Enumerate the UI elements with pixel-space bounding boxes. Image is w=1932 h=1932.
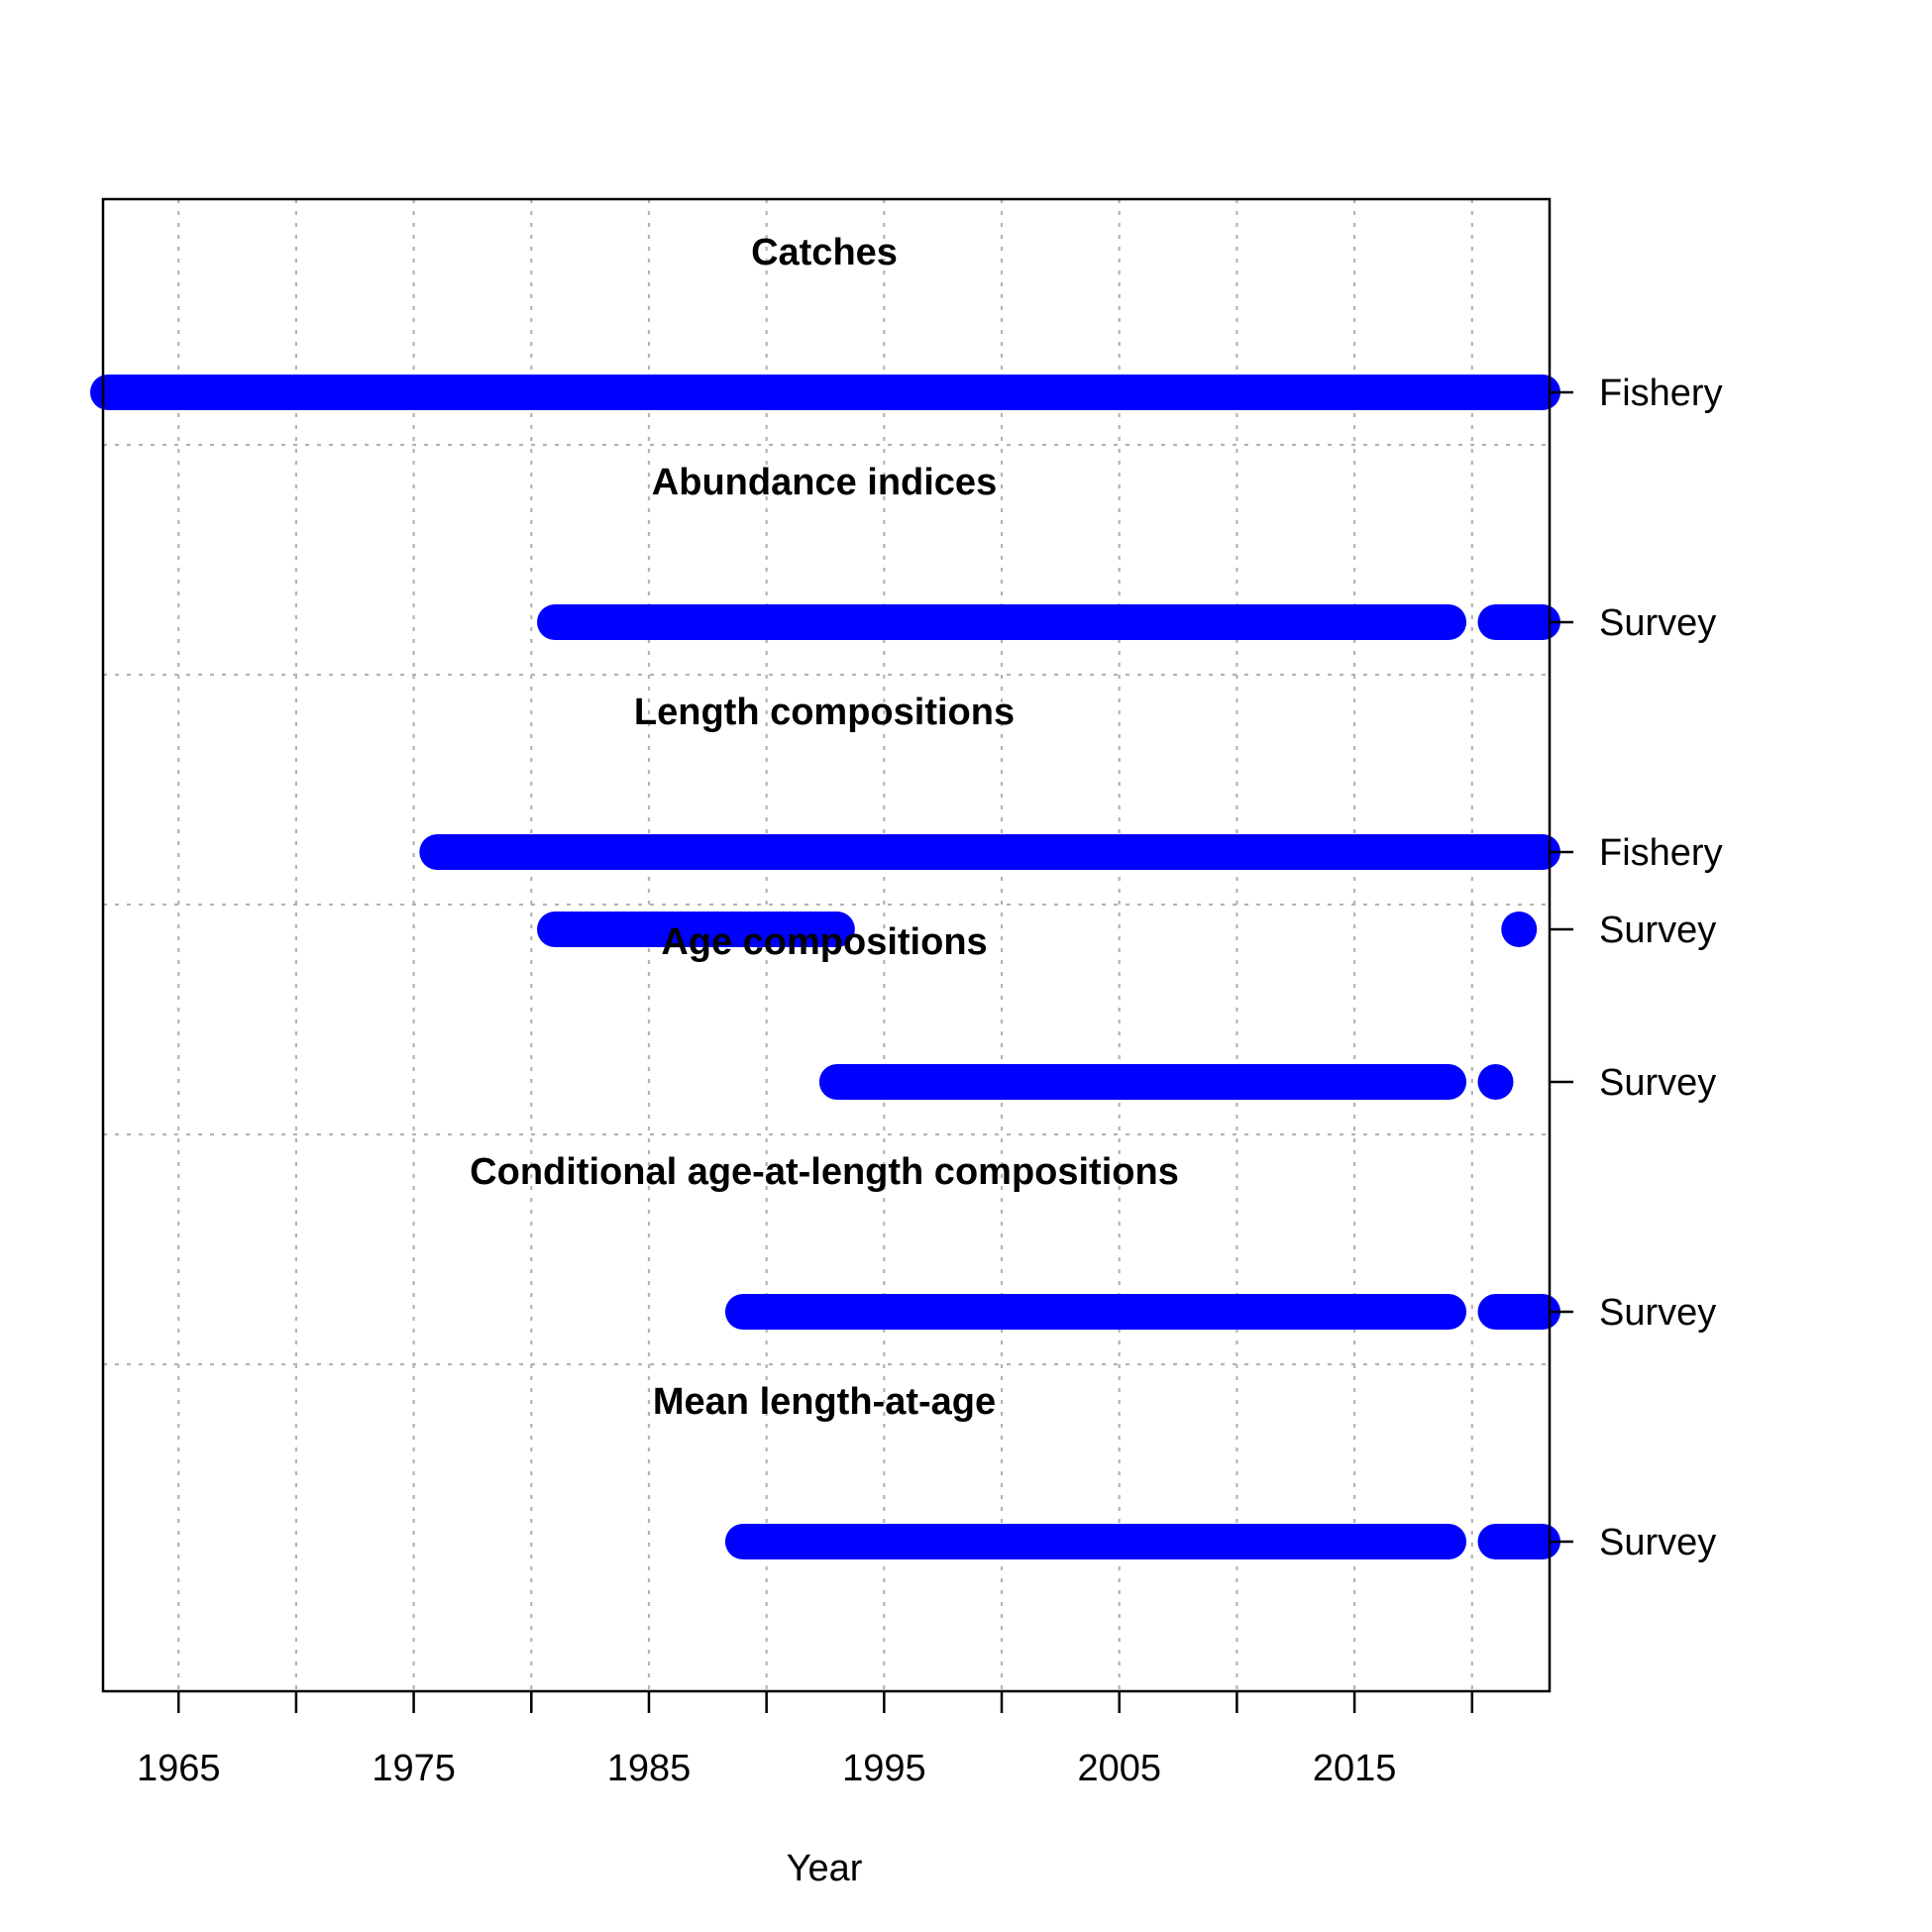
right-axis: Fishery Survey Fishery Survey Survey Survey Su… [1550, 373, 1723, 1563]
row-label: Fishery [1599, 832, 1723, 874]
section-title: Conditional age-at-length compositions [470, 1151, 1179, 1193]
row-label: Survey [1599, 1292, 1716, 1334]
plot-frame [101, 197, 1552, 1693]
x-tick-label: 1975 [372, 1748, 456, 1789]
x-tick-label: 2015 [1313, 1748, 1397, 1789]
row-label: Fishery [1599, 373, 1723, 414]
x-axis-label: Year [787, 1848, 863, 1889]
section-title: Age compositions [661, 921, 987, 963]
row-label: Survey [1599, 910, 1716, 951]
section-titles: Catches Abundance indices Length compositi… [470, 232, 1179, 1423]
data-bars [90, 375, 1560, 1559]
x-tick-label: 2005 [1077, 1748, 1161, 1789]
section-title: Catches [751, 232, 898, 273]
x-axis: 1965 1975 1985 1995 2005 2015 [137, 1691, 1474, 1789]
row-label: Survey [1599, 1522, 1716, 1563]
section-title: Mean length-at-age [653, 1381, 996, 1423]
row-label: Survey [1599, 1062, 1716, 1104]
x-tick-label: 1965 [137, 1748, 221, 1789]
section-title: Length compositions [634, 692, 1015, 733]
section-title: Abundance indices [652, 462, 997, 503]
x-tick-label: 1995 [842, 1748, 926, 1789]
section-separators [103, 443, 1550, 1366]
x-tick-label: 1985 [607, 1748, 692, 1789]
row-label: Survey [1599, 602, 1716, 644]
